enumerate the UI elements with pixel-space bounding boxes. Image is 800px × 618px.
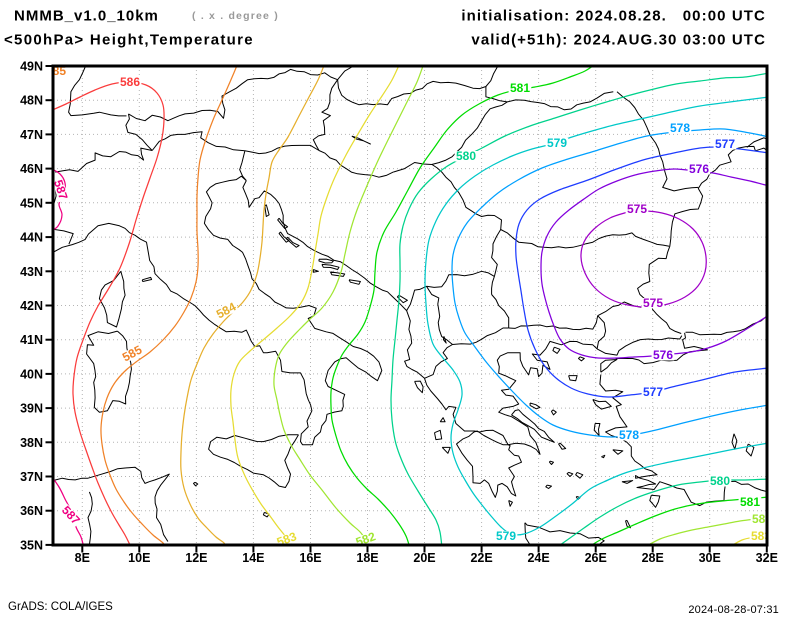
svg-text:35N: 35N — [20, 538, 43, 552]
svg-text:12E: 12E — [185, 551, 207, 565]
svg-text:<500hPa> Height,Temperature: <500hPa> Height,Temperature — [4, 32, 254, 49]
svg-text:( . x . degree ): ( . x . degree ) — [192, 10, 279, 22]
svg-text:39N: 39N — [20, 402, 43, 416]
svg-text:579: 579 — [547, 136, 567, 150]
svg-text:586: 586 — [120, 75, 140, 89]
svg-text:37N: 37N — [20, 470, 43, 484]
svg-text:36N: 36N — [20, 504, 43, 518]
svg-text:22E: 22E — [470, 551, 492, 565]
svg-text:46N: 46N — [20, 162, 43, 176]
svg-text:47N: 47N — [20, 128, 43, 142]
svg-text:32E: 32E — [756, 551, 778, 565]
svg-text:578: 578 — [619, 428, 639, 442]
svg-text:24E: 24E — [527, 551, 549, 565]
svg-text:valid(+51h): 2024.AUG.30 03:00: valid(+51h): 2024.AUG.30 03:00 UTC — [471, 32, 766, 49]
svg-text:581: 581 — [740, 495, 760, 509]
svg-text:20E: 20E — [413, 551, 435, 565]
svg-text:28E: 28E — [642, 551, 664, 565]
svg-text:14E: 14E — [242, 551, 264, 565]
svg-text:580: 580 — [456, 149, 476, 163]
svg-text:GrADS: COLA/IGES: GrADS: COLA/IGES — [8, 601, 113, 613]
svg-text:583: 583 — [275, 529, 299, 549]
svg-text:578: 578 — [670, 121, 690, 135]
svg-text:26E: 26E — [585, 551, 607, 565]
svg-text:2024-08-28-07:31: 2024-08-28-07:31 — [688, 604, 779, 616]
svg-text:585: 585 — [46, 64, 66, 78]
svg-text:43N: 43N — [20, 265, 43, 279]
svg-text:587: 587 — [51, 178, 71, 202]
svg-text:49N: 49N — [20, 60, 43, 74]
svg-text:45N: 45N — [20, 196, 43, 210]
svg-text:581: 581 — [510, 81, 530, 95]
svg-text:44N: 44N — [20, 231, 43, 245]
svg-text:41N: 41N — [20, 333, 43, 347]
svg-text:18E: 18E — [356, 551, 378, 565]
svg-text:10E: 10E — [128, 551, 150, 565]
svg-text:580: 580 — [710, 474, 730, 488]
svg-text:42N: 42N — [20, 299, 43, 313]
svg-text:38N: 38N — [20, 436, 43, 450]
svg-text:40N: 40N — [20, 367, 43, 381]
svg-text:8E: 8E — [75, 551, 90, 565]
svg-text:initialisation: 2024.08.28.: initialisation: 2024.08.28. 00:00 UTC — [461, 8, 766, 25]
svg-text:16E: 16E — [299, 551, 321, 565]
svg-text:575: 575 — [627, 202, 647, 216]
svg-text:579: 579 — [496, 529, 516, 543]
svg-text:577: 577 — [643, 385, 663, 399]
svg-text:30E: 30E — [699, 551, 721, 565]
svg-text:48N: 48N — [20, 94, 43, 108]
svg-text:575: 575 — [643, 296, 663, 310]
svg-text:583: 583 — [751, 529, 771, 543]
svg-text:582: 582 — [354, 529, 378, 549]
svg-text:577: 577 — [715, 137, 735, 151]
svg-text:NMMB_v1.0_10km: NMMB_v1.0_10km — [14, 8, 159, 25]
svg-text:576: 576 — [689, 162, 709, 176]
svg-text:576: 576 — [653, 348, 673, 362]
svg-text:582: 582 — [752, 512, 772, 526]
